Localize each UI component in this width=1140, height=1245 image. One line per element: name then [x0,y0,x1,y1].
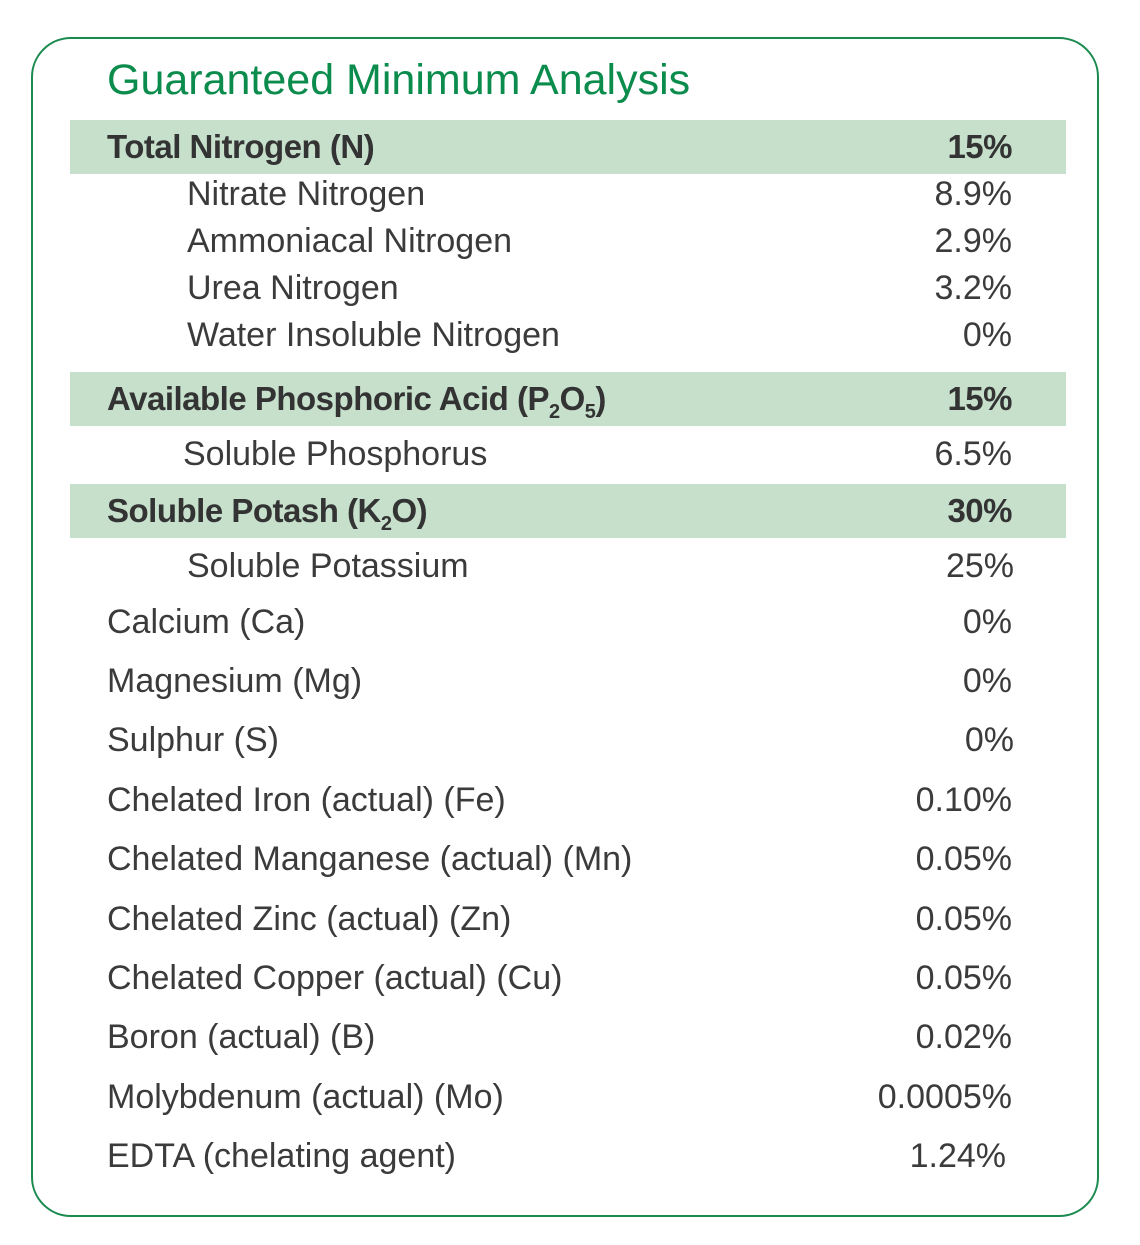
nutrient-row: Chelated Iron (actual) (Fe) 0.10% [0,774,1140,826]
nutrient-value: 0% [964,721,1014,759]
nutrient-value: 0.05% [915,959,1012,997]
nutrient-value: 0.02% [915,1018,1012,1056]
potash-item-row: Soluble Potassium 25% [0,541,1140,591]
nutrient-row: Magnesium (Mg) 0% [0,655,1140,707]
phosphoric-label: Available Phosphoric Acid (P2O5) [107,380,606,423]
nutrient-row: Sulphur (S) 0% [0,714,1140,766]
nutrient-label: Molybdenum (actual) (Mo) [107,1078,504,1116]
nitrogen-item-row: Urea Nitrogen 3.2% [0,264,1140,312]
item-label: Ammoniacal Nitrogen [187,222,513,260]
header-band [70,484,1066,538]
nutrient-value: 0.10% [915,781,1012,819]
nitrogen-item-row: Water Insoluble Nitrogen 0% [0,311,1140,359]
item-value: 3.2% [934,269,1013,307]
nutrient-label: Sulphur (S) [107,721,279,759]
nutrient-value: 0% [962,662,1012,700]
nutrient-row: Chelated Manganese (actual) (Mn) 0.05% [0,833,1140,885]
nitrogen-label: Total Nitrogen (N) [107,128,375,165]
nutrient-value: 1.24% [909,1137,1006,1175]
item-value: 0% [962,316,1012,354]
nutrient-value: 0% [962,603,1012,641]
nutrient-label: Chelated Manganese (actual) (Mn) [107,840,633,878]
nutrient-value: 0.05% [915,900,1012,938]
nutrient-row: Calcium (Ca) 0% [0,596,1140,648]
nitrogen-value: 15% [947,128,1012,165]
potash-header-row: Soluble Potash (K2O) 30% [0,484,1140,538]
phosphoric-item-row: Soluble Phosphorus 6.5% [0,430,1140,478]
nutrient-label: Chelated Copper (actual) (Cu) [107,959,563,997]
header-band [70,372,1066,426]
nutrient-value: 0.0005% [877,1078,1012,1116]
item-label: Urea Nitrogen [187,269,399,307]
nitrogen-item-row: Ammoniacal Nitrogen 2.9% [0,217,1140,265]
item-value: 8.9% [934,175,1013,213]
nutrient-label: Boron (actual) (B) [107,1018,376,1056]
item-label: Water Insoluble Nitrogen [187,316,560,354]
nutrient-value: 0.05% [915,840,1012,878]
item-label: Soluble Phosphorus [183,435,488,473]
nitrogen-header-row: Total Nitrogen (N) 15% [0,120,1140,174]
nutrient-label: Magnesium (Mg) [107,662,363,700]
nutrient-label: Chelated Zinc (actual) (Zn) [107,900,512,938]
nutrient-label: EDTA (chelating agent) [107,1137,456,1175]
nutrient-label: Chelated Iron (actual) (Fe) [107,781,506,819]
nutrient-label: Calcium (Ca) [107,603,306,641]
item-label: Soluble Potassium [187,547,469,585]
phosphoric-value: 15% [947,380,1012,417]
nutrient-row: Boron (actual) (B) 0.02% [0,1011,1140,1063]
nutrient-row: EDTA (chelating agent) 1.24% [0,1130,1140,1182]
item-value: 6.5% [934,435,1013,473]
nitrogen-item-row: Nitrate Nitrogen 8.9% [0,170,1140,218]
nutrient-row: Molybdenum (actual) (Mo) 0.0005% [0,1071,1140,1123]
potash-label: Soluble Potash (K2O) [107,492,428,535]
item-label: Nitrate Nitrogen [187,175,426,213]
nutrient-row: Chelated Copper (actual) (Cu) 0.05% [0,952,1140,1004]
phosphoric-header-row: Available Phosphoric Acid (P2O5) 15% [0,372,1140,426]
header-band [70,120,1066,174]
item-value: 25% [945,547,1014,585]
item-value: 2.9% [934,222,1013,260]
potash-value: 30% [947,492,1012,529]
nutrient-row: Chelated Zinc (actual) (Zn) 0.05% [0,893,1140,945]
analysis-title: Guaranteed Minimum Analysis [107,56,691,104]
analysis-card [31,37,1099,1217]
